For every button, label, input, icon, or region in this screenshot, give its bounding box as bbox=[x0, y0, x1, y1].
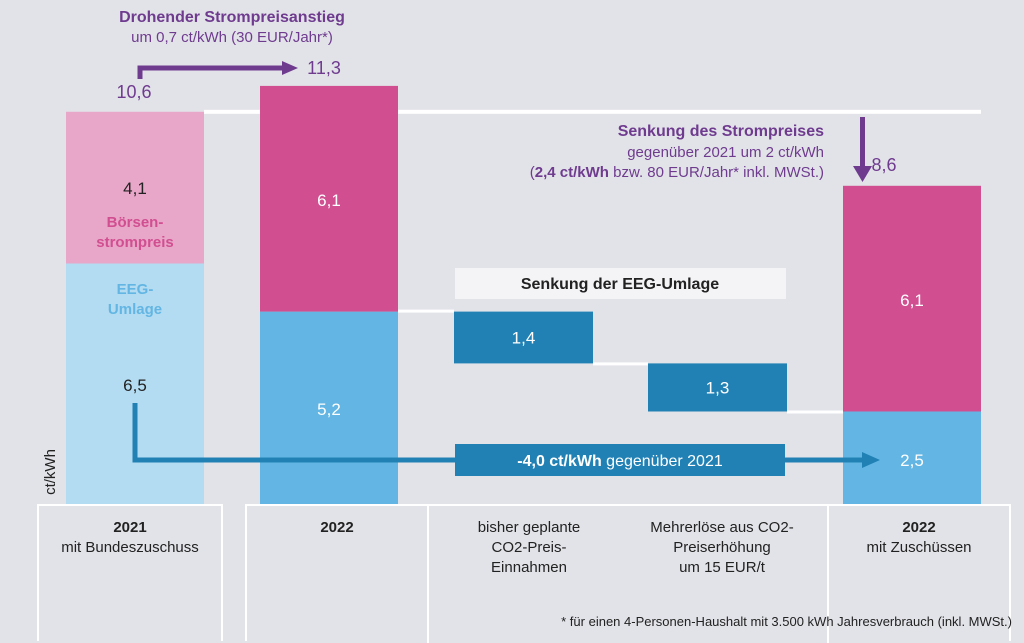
reference-line-2021-total bbox=[204, 109, 981, 114]
segment-label-2022z-eeg: 2,5 bbox=[900, 451, 924, 470]
segment-label-2022-boersen: 6,1 bbox=[317, 191, 341, 210]
rise-arrow-line bbox=[137, 65, 283, 79]
category-box-2022-group: 2022 bisher geplante CO2-Preis- Einnahme… bbox=[245, 504, 1011, 643]
eeg-reduction-bar-1 bbox=[454, 311, 593, 364]
category-divider bbox=[427, 506, 429, 643]
segment-label-2021-eeg: 6,5 bbox=[123, 376, 147, 395]
eeg-reduction-label: 1,3 bbox=[706, 378, 730, 397]
series-label-eeg: EEG- bbox=[117, 281, 154, 298]
rise-title: Drohender Strompreisanstieg bbox=[119, 9, 345, 26]
connector-line bbox=[398, 309, 454, 313]
category-box-2021: 2021 mit Bundeszuschuss bbox=[37, 504, 223, 641]
drop-arrow-line bbox=[860, 117, 865, 169]
category-label-2022: 2022 bbox=[247, 518, 427, 538]
bar-2022z-boersen bbox=[843, 185, 981, 412]
series-label-eeg: Umlage bbox=[108, 301, 162, 318]
eeg-delta-label: -4,0 ct/kWh gegenüber 2021 bbox=[517, 453, 723, 470]
connector-line bbox=[787, 410, 843, 414]
drop-subtitle-1: gegenüber 2021 um 2 ct/kWh bbox=[627, 144, 824, 161]
bar-2022-boersen bbox=[260, 85, 398, 312]
eeg-reduction-label: 1,4 bbox=[512, 329, 536, 348]
bar-2021-eeg bbox=[66, 263, 204, 504]
eeg-delta-box bbox=[455, 444, 785, 476]
bar-2021-boersen bbox=[66, 111, 204, 264]
y-axis-unit-label: ct/kWh bbox=[42, 449, 59, 495]
category-title: 2022 bbox=[902, 519, 936, 536]
series-label-boersen: strompreis bbox=[96, 234, 174, 251]
category-title: 2021 bbox=[113, 519, 147, 536]
eeg-reduction-title-box bbox=[455, 268, 786, 299]
series-label-boersen: Börsen- bbox=[107, 214, 164, 231]
segment-label-2022-eeg: 5,2 bbox=[317, 400, 341, 419]
category-divider bbox=[827, 506, 829, 643]
drop-arrowhead-icon bbox=[853, 166, 872, 182]
eeg-reduction-title: Senkung der EEG-Umlage bbox=[521, 276, 719, 293]
category-subtitle: mit Zuschüssen bbox=[866, 539, 972, 556]
eeg-reduction-bar-2 bbox=[648, 363, 787, 412]
segment-label-2022z-boersen: 6,1 bbox=[900, 291, 924, 310]
category-label-co2: bisher geplante CO2-Preis- Einnahmen bbox=[477, 519, 581, 576]
eeg-delta-arrowhead-icon bbox=[862, 452, 880, 468]
rise-arrowhead-icon bbox=[282, 61, 298, 75]
connector-line bbox=[593, 362, 648, 366]
category-label-mehrerloese: Mehrerlöse aus CO2- Preiserhöhung um 15 … bbox=[650, 519, 794, 576]
drop-title: Senkung des Strompreises bbox=[618, 123, 824, 140]
total-label-2022z: 8,6 bbox=[871, 155, 896, 175]
bar-2022-eeg bbox=[260, 311, 398, 504]
drop-subtitle-2: (2,4 ct/kWh bzw. 80 EUR/Jahr* inkl. MWSt… bbox=[530, 164, 824, 181]
category-label-2022-zuschuesse: 2022 mit Zuschüssen bbox=[829, 518, 1009, 558]
total-label-2022: 11,3 bbox=[307, 58, 341, 78]
category-subtitle: mit Bundeszuschuss bbox=[61, 539, 199, 556]
total-label-2021: 10,6 bbox=[116, 82, 151, 102]
segment-label-2021-boersen: 4,1 bbox=[123, 179, 147, 198]
rise-subtitle: um 0,7 ct/kWh (30 EUR/Jahr*) bbox=[131, 29, 333, 46]
category-label-2021: 2021 mit Bundeszuschuss bbox=[39, 518, 221, 558]
footnote: * für einen 4-Personen-Haushalt mit 3.50… bbox=[561, 614, 1012, 629]
category-title: 2022 bbox=[320, 519, 354, 536]
